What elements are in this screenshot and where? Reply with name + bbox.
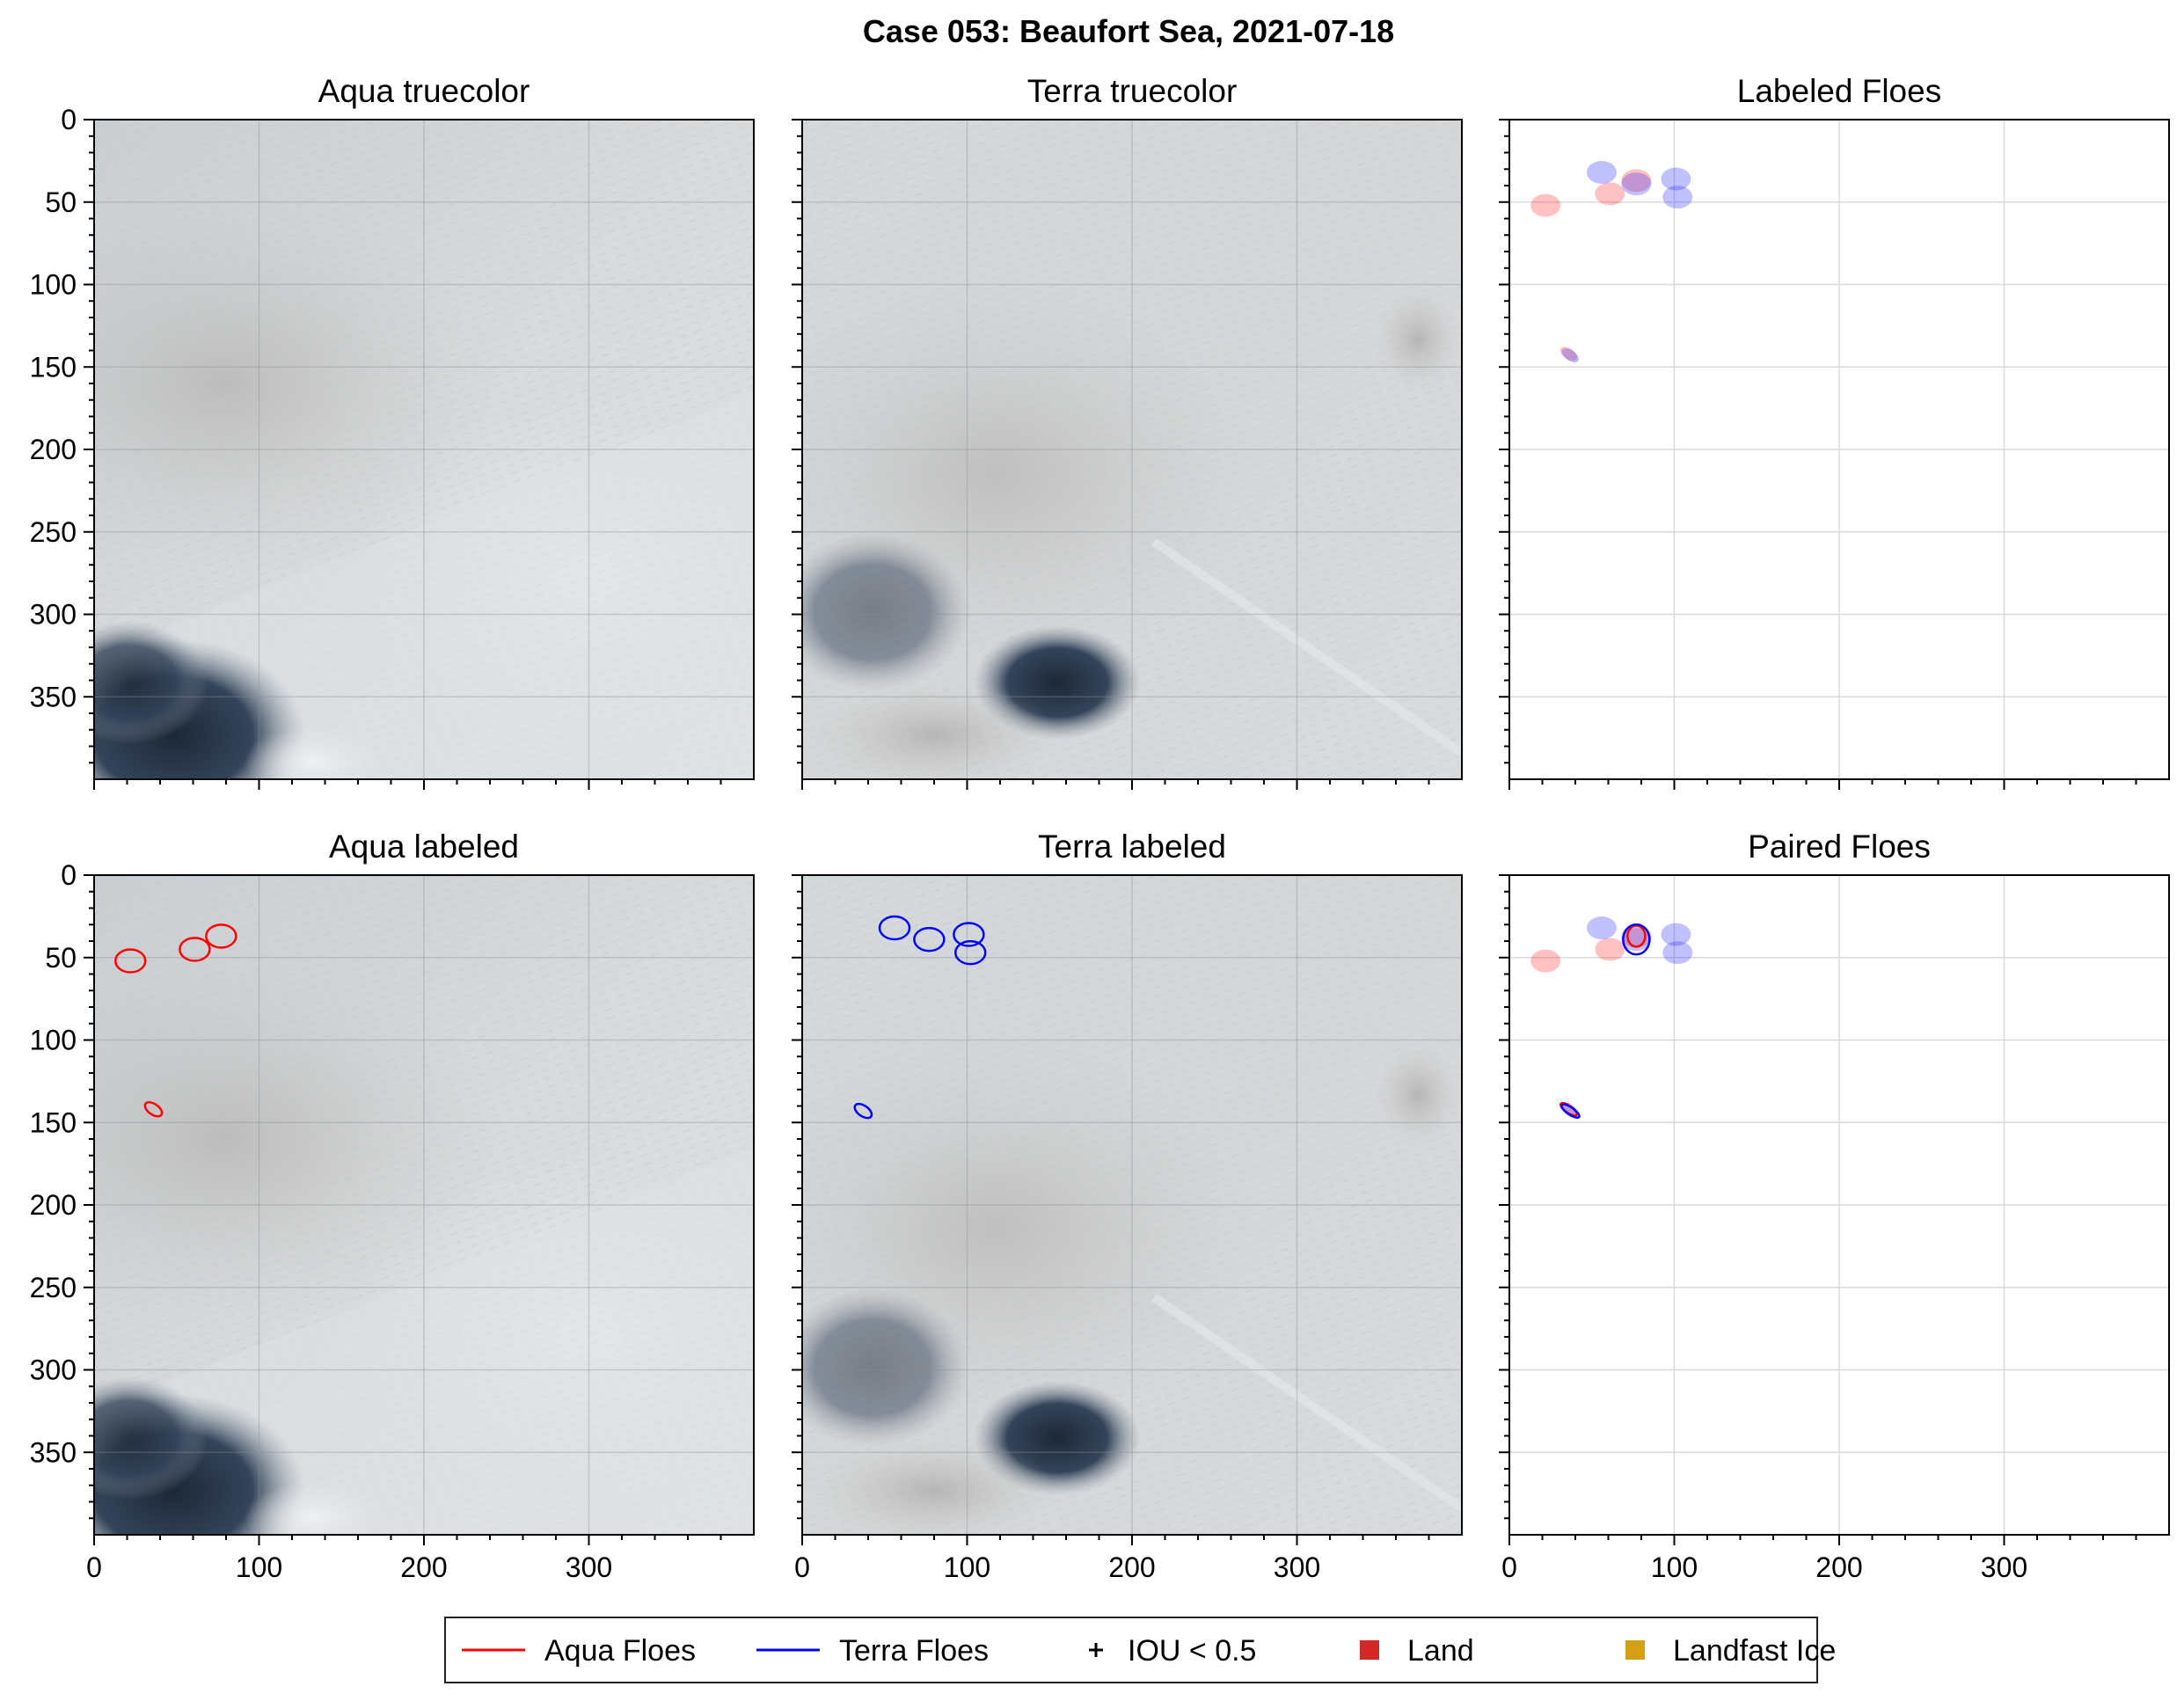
legend-square-marker: [1625, 1640, 1645, 1660]
y-tick-label: 150: [30, 1106, 77, 1138]
y-tick-label: 0: [61, 859, 77, 891]
satellite-image: [802, 120, 1462, 779]
aqua-floe: [1530, 949, 1561, 973]
panel-terra-labeled: Terra labeled 0 100 200 300: [792, 829, 1463, 1583]
legend-label: Terra Floes: [839, 1634, 989, 1668]
legend-item: Landfast Ice: [1625, 1634, 1836, 1668]
x-tick-label: 0: [794, 1551, 810, 1583]
legend-frame: [444, 1617, 1818, 1683]
x-tick-label: 0: [1501, 1551, 1517, 1583]
terra-floe: [954, 939, 987, 966]
panel-title: Terra truecolor: [1027, 73, 1238, 109]
x-tick-label: 200: [1108, 1551, 1155, 1583]
y-tick-label: 100: [30, 269, 77, 301]
y-tick-label: 350: [30, 1436, 77, 1468]
x-tick-label: 200: [400, 1551, 447, 1583]
x-tick-label: 300: [1274, 1551, 1320, 1583]
panel-title: Aqua truecolor: [318, 73, 530, 109]
panel-title: Paired Floes: [1748, 829, 1931, 865]
legend-square-marker: [1360, 1640, 1379, 1660]
y-tick-label: 50: [45, 186, 77, 218]
satellite-image: [802, 875, 1462, 1535]
x-tick-label: 100: [236, 1551, 282, 1583]
y-tick-label: 0: [61, 104, 77, 135]
legend-item: IOU < 0.5: [1089, 1634, 1256, 1668]
legend-item: Land: [1360, 1634, 1474, 1668]
y-tick-label: 50: [45, 942, 77, 974]
satellite-image: [94, 875, 755, 1535]
x-tick-label: 200: [1815, 1551, 1862, 1583]
satellite-image: [94, 120, 755, 779]
x-tick-label: 100: [1651, 1551, 1698, 1583]
legend-label: Landfast Ice: [1673, 1634, 1836, 1668]
terra-floe: [878, 915, 911, 941]
y-tick-label: 350: [30, 681, 77, 712]
figure-title: Case 053: Beaufort Sea, 2021-07-18: [863, 13, 1394, 49]
terra-floe: [1587, 161, 1617, 184]
terra-floe: [1561, 348, 1580, 363]
terra-floe: [1661, 923, 1691, 946]
terra-floe: [1661, 167, 1691, 191]
y-tick-label: 300: [30, 1354, 77, 1386]
panels: Aqua truecolor 0 50 100 150 200 250 300 350 Terra…: [30, 73, 2170, 1583]
x-tick-label: 100: [944, 1551, 990, 1583]
legend-item: Aqua Floes: [462, 1634, 696, 1668]
legend-items: Aqua Floes Terra Floes IOU < 0.5 Land Landfa…: [462, 1634, 1836, 1668]
terra-floe: [1561, 1104, 1580, 1119]
terra-floe: [1662, 941, 1693, 965]
x-tick-label: 0: [86, 1551, 102, 1583]
y-tick-label: 200: [30, 1189, 77, 1221]
y-tick-label: 250: [30, 516, 77, 548]
panel-title: Terra labeled: [1038, 829, 1226, 865]
terra-floe: [913, 926, 946, 953]
legend: Aqua Floes Terra Floes IOU < 0.5 Land Landfa…: [444, 1617, 1836, 1683]
legend-item: Terra Floes: [756, 1634, 989, 1668]
y-tick-label: 100: [30, 1025, 77, 1056]
legend-label: Land: [1407, 1634, 1474, 1668]
x-tick-label: 300: [566, 1551, 612, 1583]
y-tick-label: 250: [30, 1272, 77, 1303]
panel-terra-truecolor: Terra truecolor: [792, 73, 1463, 790]
terra-floe: [1662, 186, 1693, 209]
terra-floe: [853, 1102, 873, 1120]
aqua-floe: [1530, 193, 1561, 217]
paired-floe-outline: [1560, 1103, 1581, 1119]
aqua-floe: [1595, 182, 1625, 206]
legend-label: Aqua Floes: [544, 1634, 696, 1668]
panel-title: Aqua labeled: [329, 829, 519, 865]
y-tick-label: 150: [30, 351, 77, 383]
panel-paired-floes: Paired Floes 0 100 200 300: [1499, 829, 2170, 1583]
aqua-floe: [1595, 938, 1625, 961]
aqua-floe: [205, 924, 237, 949]
legend-label: IOU < 0.5: [1128, 1634, 1256, 1668]
aqua-floe: [114, 948, 147, 974]
aqua-floe: [1559, 347, 1578, 361]
paired-floe-outline: [1622, 923, 1651, 956]
terra-floe: [1621, 172, 1652, 196]
terra-floe: [1587, 916, 1617, 939]
x-tick-label: 300: [1981, 1551, 2027, 1583]
aqua-floe: [1559, 1102, 1578, 1117]
y-tick-label: 200: [30, 434, 77, 465]
panel-labeled-floes: Labeled Floes: [1499, 73, 2170, 790]
panel-title: Labeled Floes: [1737, 73, 1941, 109]
y-tick-label: 300: [30, 599, 77, 631]
terra-floe: [953, 922, 985, 947]
panel-aqua-truecolor: Aqua truecolor 0 50 100 150 200 250 300 350: [30, 73, 755, 790]
panel-aqua-labeled: Aqua labeled 0 50 100 150 200 250 300 350 0 100 200…: [30, 829, 755, 1583]
aqua-floe: [143, 1101, 164, 1118]
aqua-floe: [1621, 169, 1652, 193]
aqua-floe: [179, 937, 211, 962]
